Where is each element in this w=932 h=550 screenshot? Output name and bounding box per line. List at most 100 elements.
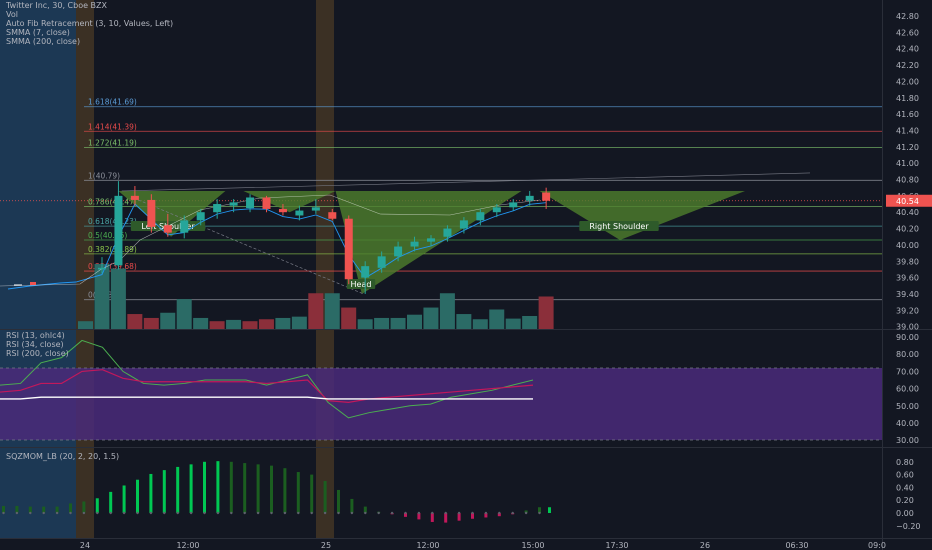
diagonal-dashed-line [138, 199, 364, 295]
volume-bar [522, 316, 538, 329]
candle-body [476, 212, 485, 221]
current-price-label: 40.54 [896, 197, 919, 206]
main-legend: Twitter Inc, 30, Cboe BZX Vol Auto Fib R… [6, 1, 173, 46]
sqz-bar [162, 470, 166, 513]
sqz-dot [230, 511, 233, 515]
sqz-dot [444, 511, 447, 515]
sqz-dot [431, 511, 434, 515]
rsi13-legend[interactable]: RSI (13, ohlc4) [6, 331, 65, 340]
sqz-dot [69, 511, 72, 515]
sqz-bar [149, 473, 153, 513]
smma7-legend[interactable]: SMMA (7, close) [6, 28, 70, 37]
price-tick: 39.60 [896, 274, 919, 283]
sqz-dot [471, 511, 474, 515]
price-tick: 40.80 [896, 176, 919, 185]
volume-bar [110, 268, 126, 329]
sqz-dot [511, 511, 514, 515]
sqz-bar [404, 513, 407, 517]
sqz-bar [538, 507, 541, 513]
volume-bar [275, 317, 291, 329]
sqz-dot [176, 511, 179, 515]
sqz-dot [163, 511, 166, 515]
sqz-tick: 0.20 [896, 496, 914, 505]
volume-bar [472, 319, 488, 329]
volume-bar [538, 296, 554, 329]
volume-bar [423, 307, 439, 329]
time-tick: 06:30 [785, 541, 808, 550]
session-break-shade [316, 0, 334, 538]
candle-body [246, 197, 255, 209]
time-tick: 12:00 [176, 541, 199, 550]
candle-body [509, 202, 518, 208]
smma200-legend[interactable]: SMMA (200, close) [6, 37, 81, 46]
symbol-legend[interactable]: Twitter Inc, 30, Cboe BZX [6, 1, 108, 10]
rsi-tick: 80.00 [896, 350, 919, 359]
sqz-dot [109, 511, 112, 515]
sqz-bar [444, 513, 448, 523]
sqz-dot [310, 511, 313, 515]
rsi-tick: 60.00 [896, 385, 919, 394]
sqz-bar [28, 506, 32, 513]
sqz-dot [337, 511, 340, 515]
volume-bar [407, 314, 422, 329]
fib-level-label: 1.272(41.19) [88, 139, 137, 148]
sqz-dot [364, 511, 367, 515]
volume-bar [160, 312, 176, 329]
sqz-dot [122, 511, 126, 515]
trend-line [121, 172, 811, 192]
candle-body [410, 241, 419, 247]
fib-level-label: 0.236(39.68) [88, 262, 137, 271]
volume-bar [78, 321, 93, 329]
volume-bar [242, 321, 258, 329]
rsi200-legend[interactable]: RSI (200, close) [6, 349, 69, 358]
pre-candle [30, 282, 36, 285]
sqz-bar [176, 466, 180, 513]
sqz-bar [310, 474, 314, 513]
sqzmom-legend[interactable]: SQZMOM_LB (20, 2, 20, 1.5) [6, 452, 120, 461]
rsi34-legend[interactable]: RSI (34, close) [6, 340, 64, 349]
volume-bar [226, 319, 242, 329]
sqz-tick: −0.20 [896, 522, 921, 531]
price-tick: 40.40 [896, 208, 919, 217]
volume-bar [324, 293, 340, 329]
volume-bar [176, 299, 192, 329]
rsi-tick: 70.00 [896, 367, 919, 376]
price-tick: 42.60 [896, 28, 919, 37]
sqz-dot [243, 511, 246, 515]
sqz-bar [122, 485, 126, 513]
sqz-tick: 0.00 [896, 509, 914, 518]
head-label-bg [346, 279, 376, 289]
candle-body [394, 246, 403, 257]
price-tick: 42.00 [896, 77, 919, 86]
time-tick: 15:00 [521, 541, 544, 550]
rsi-tick: 50.00 [896, 402, 919, 411]
right-shoulder-shape [539, 190, 745, 240]
sqz-bar [216, 461, 220, 513]
candle-body [147, 199, 156, 227]
price-tick: 39.40 [896, 290, 919, 299]
candle-body [427, 238, 435, 242]
right-shoulder-label-bg [579, 221, 659, 231]
time-tick: 09:0 [868, 541, 886, 550]
sqz-legend: SQZMOM_LB (20, 2, 20, 1.5) [6, 452, 119, 461]
sqz-dot [297, 511, 300, 515]
sqz-dot [350, 511, 354, 515]
candle-body [459, 220, 468, 229]
sqz-dot [149, 511, 153, 515]
price-tick: 42.20 [896, 61, 919, 70]
candle-body [229, 202, 238, 206]
fib-legend[interactable]: Auto Fib Retracement (3, 10, Values, Lef… [6, 19, 174, 28]
pre-market-shade [0, 0, 76, 538]
price-tick: 40.00 [896, 241, 919, 250]
volume-legend[interactable]: Vol [6, 10, 18, 19]
candle-body [98, 267, 106, 270]
price-tick: 42.40 [896, 45, 919, 54]
sqz-bar [524, 510, 528, 513]
rsi-legend: RSI (13, ohlc4) RSI (34, close) RSI (200… [6, 331, 69, 358]
sqz-dot [498, 511, 501, 515]
candle-body [328, 212, 337, 219]
sqz-dot [377, 511, 380, 515]
fib-level-label: 0.618(40.23) [88, 217, 137, 226]
